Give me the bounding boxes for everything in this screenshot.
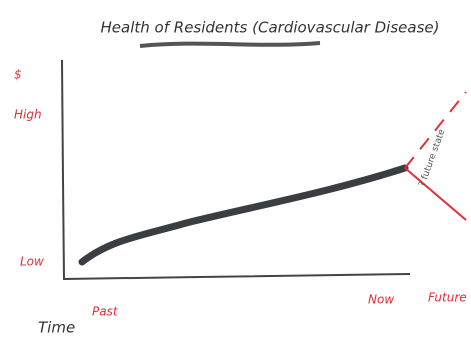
x-label: Past: [92, 305, 119, 319]
y-axis: [61, 59, 65, 281]
future-down: [404, 167, 467, 221]
trend-line: [78, 164, 409, 266]
y-label: Low: [20, 255, 44, 269]
scribble: [139, 41, 321, 48]
annotation: ? future state: [417, 128, 447, 189]
future-up: [404, 91, 467, 169]
chart-title: Health of Residents (Cardiovascular Dise…: [101, 19, 440, 37]
x-axis-label: Time: [38, 319, 75, 337]
x-label: Future: [428, 291, 467, 305]
y-label: $: [14, 68, 22, 82]
x-axis: [63, 273, 411, 280]
y-label: High: [14, 108, 42, 122]
x-label: Now: [368, 293, 394, 307]
